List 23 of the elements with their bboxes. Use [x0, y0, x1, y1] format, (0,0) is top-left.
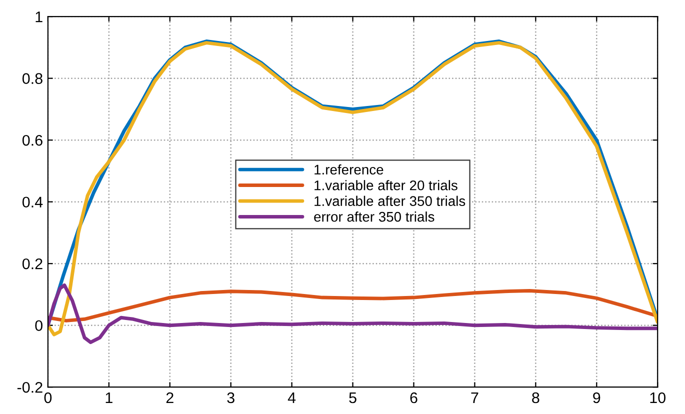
x-tick-label: 4 — [288, 392, 296, 404]
x-tick-label: 6 — [410, 392, 418, 404]
y-tick-label: 0.6 — [22, 134, 42, 146]
x-tick-label: 3 — [227, 392, 234, 404]
y-tick-label: 1 — [36, 12, 42, 22]
x-tick-label: 1 — [106, 392, 112, 404]
y-tick-label: 0 — [35, 320, 42, 332]
y-tick-label: -0.2 — [17, 382, 42, 393]
x-tick-label: 10 — [650, 392, 666, 404]
y-tick-label: 0.8 — [22, 73, 42, 84]
x-tick-label: 8 — [532, 392, 540, 404]
legend-label: error after 350 trials — [314, 212, 434, 222]
legend-label: 1.variable after 20 trials — [314, 180, 458, 190]
x-tick-label: 7 — [471, 392, 478, 404]
x-tick-label: 5 — [349, 392, 356, 404]
x-tick-label: 9 — [593, 392, 600, 404]
x-tick-label: 0 — [44, 392, 52, 404]
x-tick-label: 2 — [166, 392, 174, 404]
legend-label: 1.variable after 350 trials — [314, 196, 466, 206]
legend-label: 1.reference — [314, 164, 384, 175]
line-series — [48, 283, 658, 344]
y-tick-label: 0.2 — [22, 258, 42, 270]
y-tick-label: 0.4 — [22, 196, 43, 208]
